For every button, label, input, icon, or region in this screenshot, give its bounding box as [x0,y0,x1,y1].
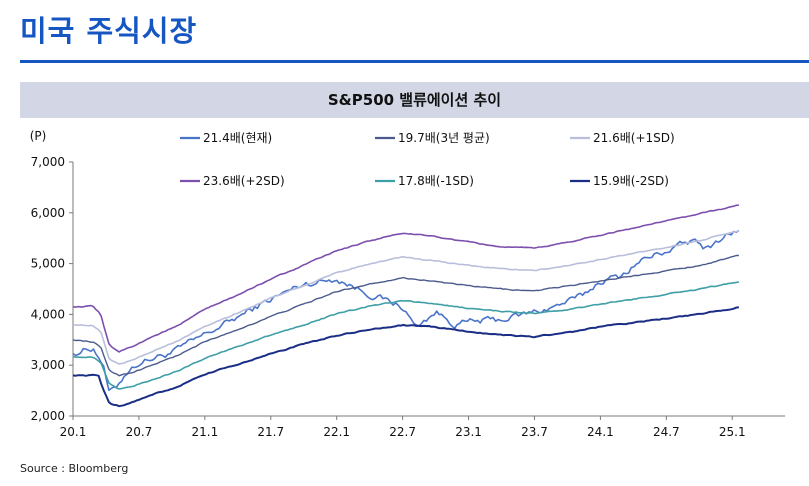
chart-series [72,204,740,408]
series-line [72,306,740,408]
series-line [72,254,739,377]
series-line [72,230,740,365]
legend-label: 19.7배(3년 평균) [398,131,490,145]
source-note: Source : Bloomberg [20,462,129,475]
title-divider [20,60,809,63]
legend-label: 23.6배(+2SD) [203,174,285,188]
y-tick-label: 3,000 [31,358,65,372]
chart-legend: 21.4배(현재) 19.7배(3년 평균) 21.6배(+1SD) 23.6배(+2… [180,131,675,188]
x-tick-label: 22.1 [323,425,350,439]
x-tick-label: 25.1 [719,425,746,439]
legend-label: 15.9배(-2SD) [593,174,669,188]
x-tick-label: 20.1 [60,425,87,439]
x-tick-label: 21.7 [257,425,284,439]
y-tick-label: 2,000 [31,409,65,423]
y-tick-label: 5,000 [31,257,65,271]
series-line [72,281,740,390]
legend-label: 17.8배(-1SD) [398,174,474,188]
chart-title: S&P500 밸류에이션 추이 [20,82,809,118]
x-tick-label: 22.7 [389,425,416,439]
legend-label: 21.6배(+1SD) [593,131,675,145]
x-tick-label: 21.1 [191,425,218,439]
y-tick-label: 7,000 [31,155,65,169]
y-axis-unit-label: (P) [30,129,47,143]
chart-axes: (P) 2,000 3,000 4,000 5,000 6,000 7,000 20.1 20.… [30,129,785,439]
y-tick-label: 4,000 [31,307,65,321]
x-tick-label: 23.7 [521,425,548,439]
series-line [72,229,740,392]
page-title: 미국 주식시장 [20,14,198,48]
y-tick-label: 6,000 [31,206,65,220]
x-tick-label: 24.1 [587,425,614,439]
legend-label: 21.4배(현재) [203,131,272,145]
x-tick-label: 20.7 [126,425,153,439]
x-tick-label: 23.1 [455,425,482,439]
x-tick-label: 24.7 [653,425,680,439]
series-line [72,204,739,353]
